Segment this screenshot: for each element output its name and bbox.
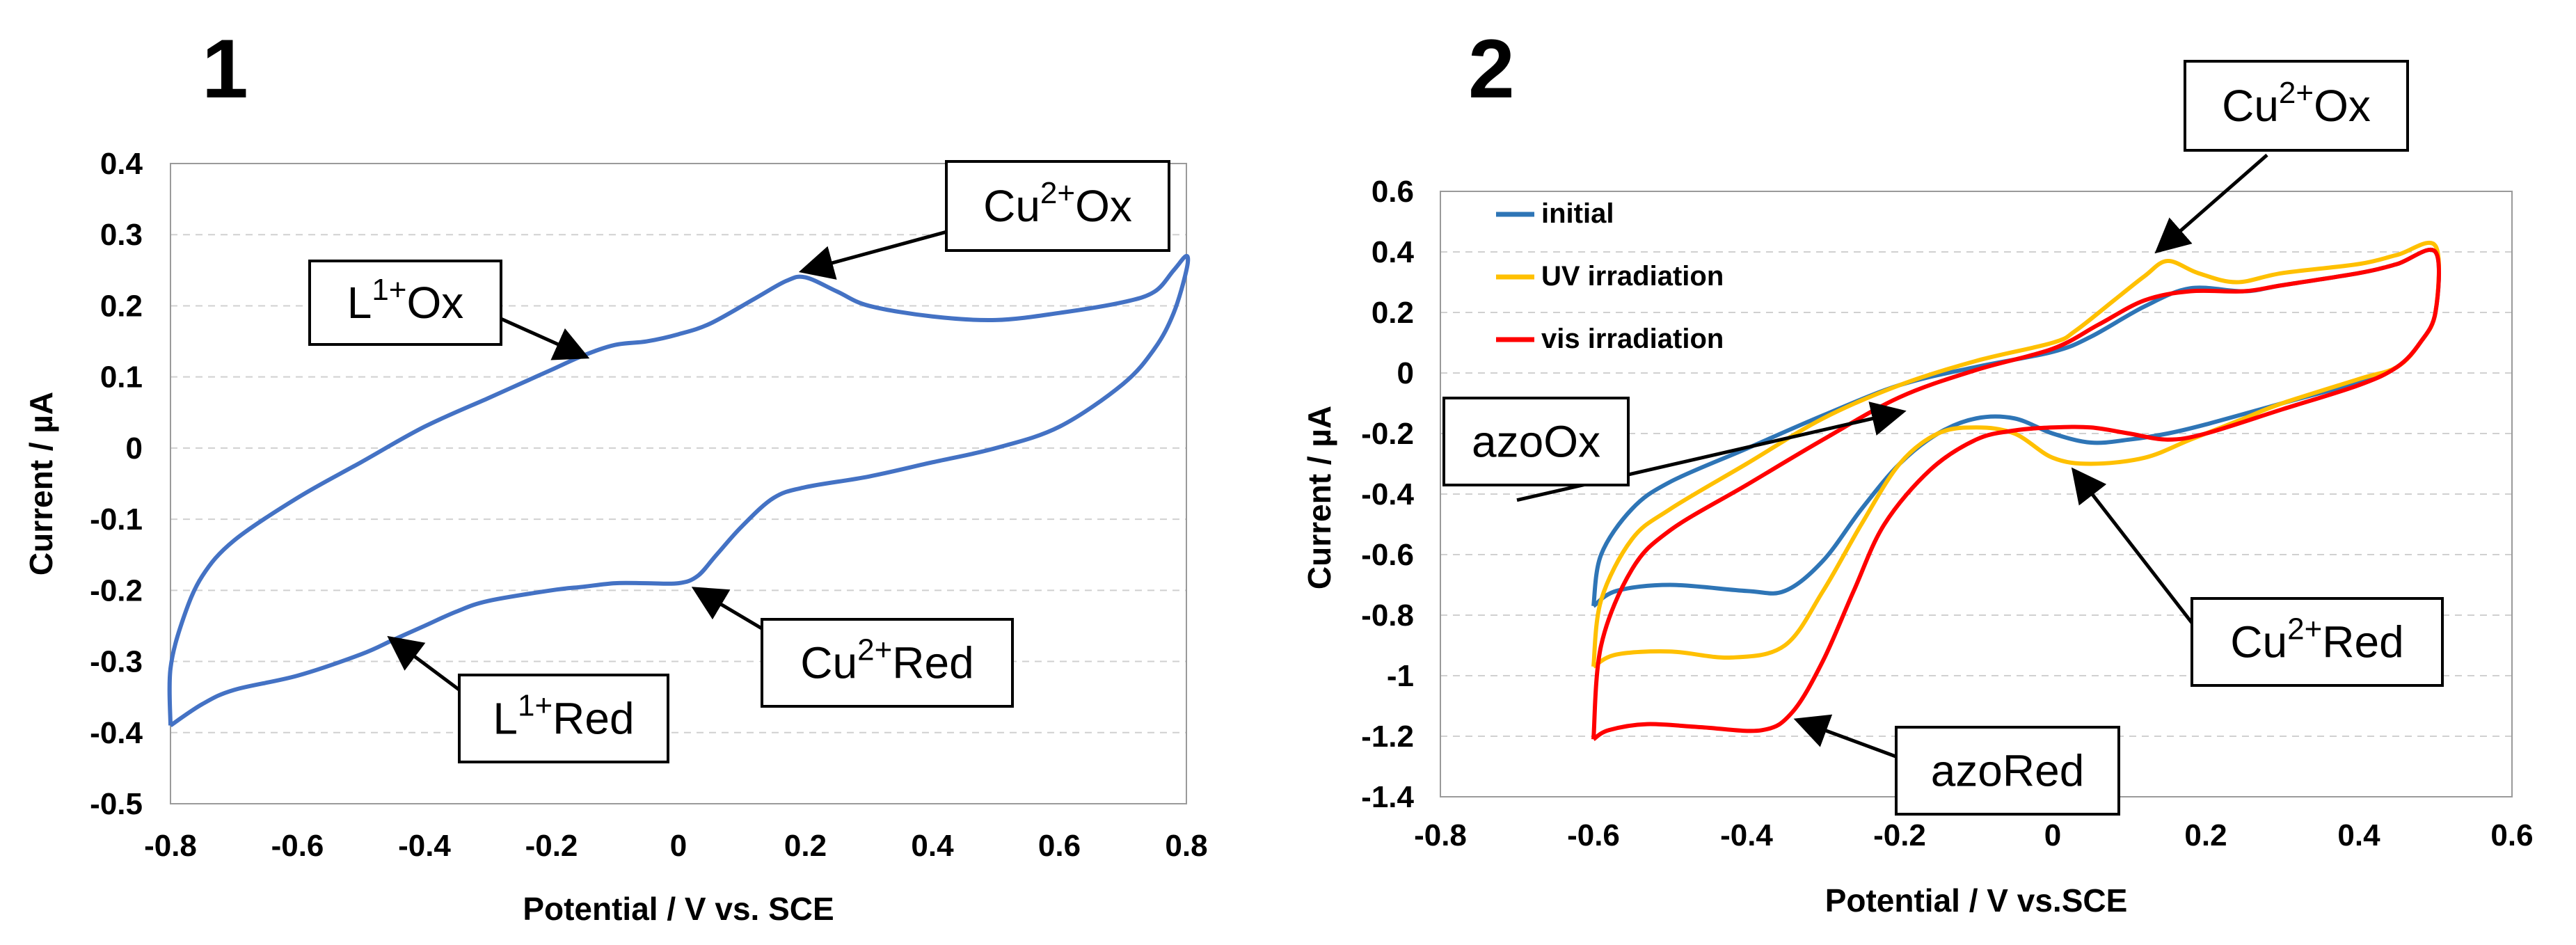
annotation-box bbox=[308, 260, 502, 346]
y-tick-label: 0.4 bbox=[100, 147, 143, 181]
y-tick-label: -0.4 bbox=[1361, 477, 1414, 511]
series-line-cv bbox=[167, 253, 1191, 728]
annotation-label: azoOx bbox=[1472, 417, 1600, 467]
chart-panel-1: 1 -0.5 -0.4 -0.3 -0.2 -0.1 0 0.1 0.2 0.3 0.4 -0.8 -0… bbox=[23, 22, 1208, 927]
x-tick-label: -0.4 bbox=[398, 829, 451, 863]
x-tick-label: -0.4 bbox=[1720, 818, 1773, 852]
x-tick-label: 0 bbox=[670, 829, 687, 863]
annotation-box bbox=[2184, 60, 2409, 152]
annotation-arrow bbox=[487, 311, 590, 360]
annotation-arrow bbox=[2154, 153, 2268, 254]
x-tick-label: 0.8 bbox=[1165, 829, 1207, 863]
y-tick-label: 0.2 bbox=[1372, 296, 1414, 330]
legend-label: vis irradiation bbox=[1541, 324, 1724, 354]
x-tick-label: -0.6 bbox=[271, 829, 324, 863]
annotation-box bbox=[458, 674, 669, 763]
x-tick-label: -0.8 bbox=[1414, 818, 1467, 852]
x-tick-label: -0.2 bbox=[525, 829, 578, 863]
y-tick-label: 0.1 bbox=[100, 360, 143, 395]
y-tick-label: -1.2 bbox=[1361, 720, 1414, 754]
annotation-box bbox=[1895, 726, 2120, 816]
annotation-label: Cu2+Ox bbox=[983, 176, 1132, 231]
annotation-box bbox=[1442, 397, 1630, 486]
y-tick-label: -0.6 bbox=[1361, 538, 1414, 572]
annotation-box bbox=[2191, 597, 2444, 687]
x-tick-label: 0.2 bbox=[784, 829, 827, 863]
x-tick-label: 0.2 bbox=[2184, 818, 2227, 852]
y-tick-label: -0.8 bbox=[1361, 598, 1414, 633]
y-tick-label: -0.1 bbox=[90, 502, 143, 537]
x-tick-label: -0.2 bbox=[1873, 818, 1926, 852]
annotation-label: Cu2+Red bbox=[800, 633, 973, 688]
y-tick-label: 0 bbox=[1397, 356, 1414, 390]
y-tick-label: -1.4 bbox=[1361, 780, 1414, 814]
annotation-box bbox=[945, 160, 1170, 252]
y-tick-label: 0.3 bbox=[100, 218, 143, 252]
x-tick-label: 0.4 bbox=[911, 829, 954, 863]
y-tick-label: -0.2 bbox=[90, 573, 143, 608]
x-tick-label: 0 bbox=[2044, 818, 2061, 852]
annotation-label: azoRed bbox=[1931, 746, 2085, 796]
series-line-initial bbox=[1591, 247, 2442, 608]
legend-label: UV irradiation bbox=[1541, 261, 1724, 292]
panel-label: 2 bbox=[1468, 22, 1515, 116]
x-tick-label: 0.6 bbox=[2490, 818, 2533, 852]
annotation-label: Cu2+Red bbox=[2230, 612, 2403, 667]
y-axis-title: Current / µA bbox=[1301, 406, 1337, 589]
x-tick-label: 0.4 bbox=[2337, 818, 2380, 852]
y-tick-label: 0.6 bbox=[1372, 175, 1414, 209]
y-tick-label: -0.3 bbox=[90, 645, 143, 679]
x-tick-label: 0.6 bbox=[1038, 829, 1081, 863]
y-tick-label: 0.2 bbox=[100, 289, 143, 323]
x-tick-label: -0.6 bbox=[1567, 818, 1620, 852]
annotation-box bbox=[761, 618, 1014, 708]
y-tick-label: -0.5 bbox=[90, 787, 143, 821]
y-tick-label: 0.4 bbox=[1372, 235, 1415, 269]
annotation-label: L1+Red bbox=[493, 689, 634, 744]
y-tick-label: -0.4 bbox=[90, 716, 143, 750]
annotation-label: L1+Ox bbox=[347, 273, 464, 328]
y-tick-label: 0 bbox=[126, 431, 143, 466]
chart-panel-2: 2 -1.4 -1.2 -1 -0.8 -0.6 -0.4 -0.2 0 0.2 0.4 0.6 -0.… bbox=[1301, 22, 2534, 919]
panel-label: 1 bbox=[202, 22, 248, 116]
plot-area bbox=[170, 163, 1187, 804]
x-axis-title: Potential / V vs.SCE bbox=[1825, 882, 2128, 919]
x-tick-label: -0.8 bbox=[144, 829, 197, 863]
annotation-label: Cu2+Ox bbox=[2222, 76, 2371, 131]
series-line-vis-irradiation bbox=[1591, 247, 2442, 741]
legend-label: initial bbox=[1541, 198, 1614, 229]
y-tick-label: -1 bbox=[1387, 659, 1414, 693]
x-axis-title: Potential / V vs. SCE bbox=[523, 891, 834, 927]
y-tick-label: -0.2 bbox=[1361, 417, 1414, 451]
y-axis-title: Current / µA bbox=[23, 392, 59, 575]
